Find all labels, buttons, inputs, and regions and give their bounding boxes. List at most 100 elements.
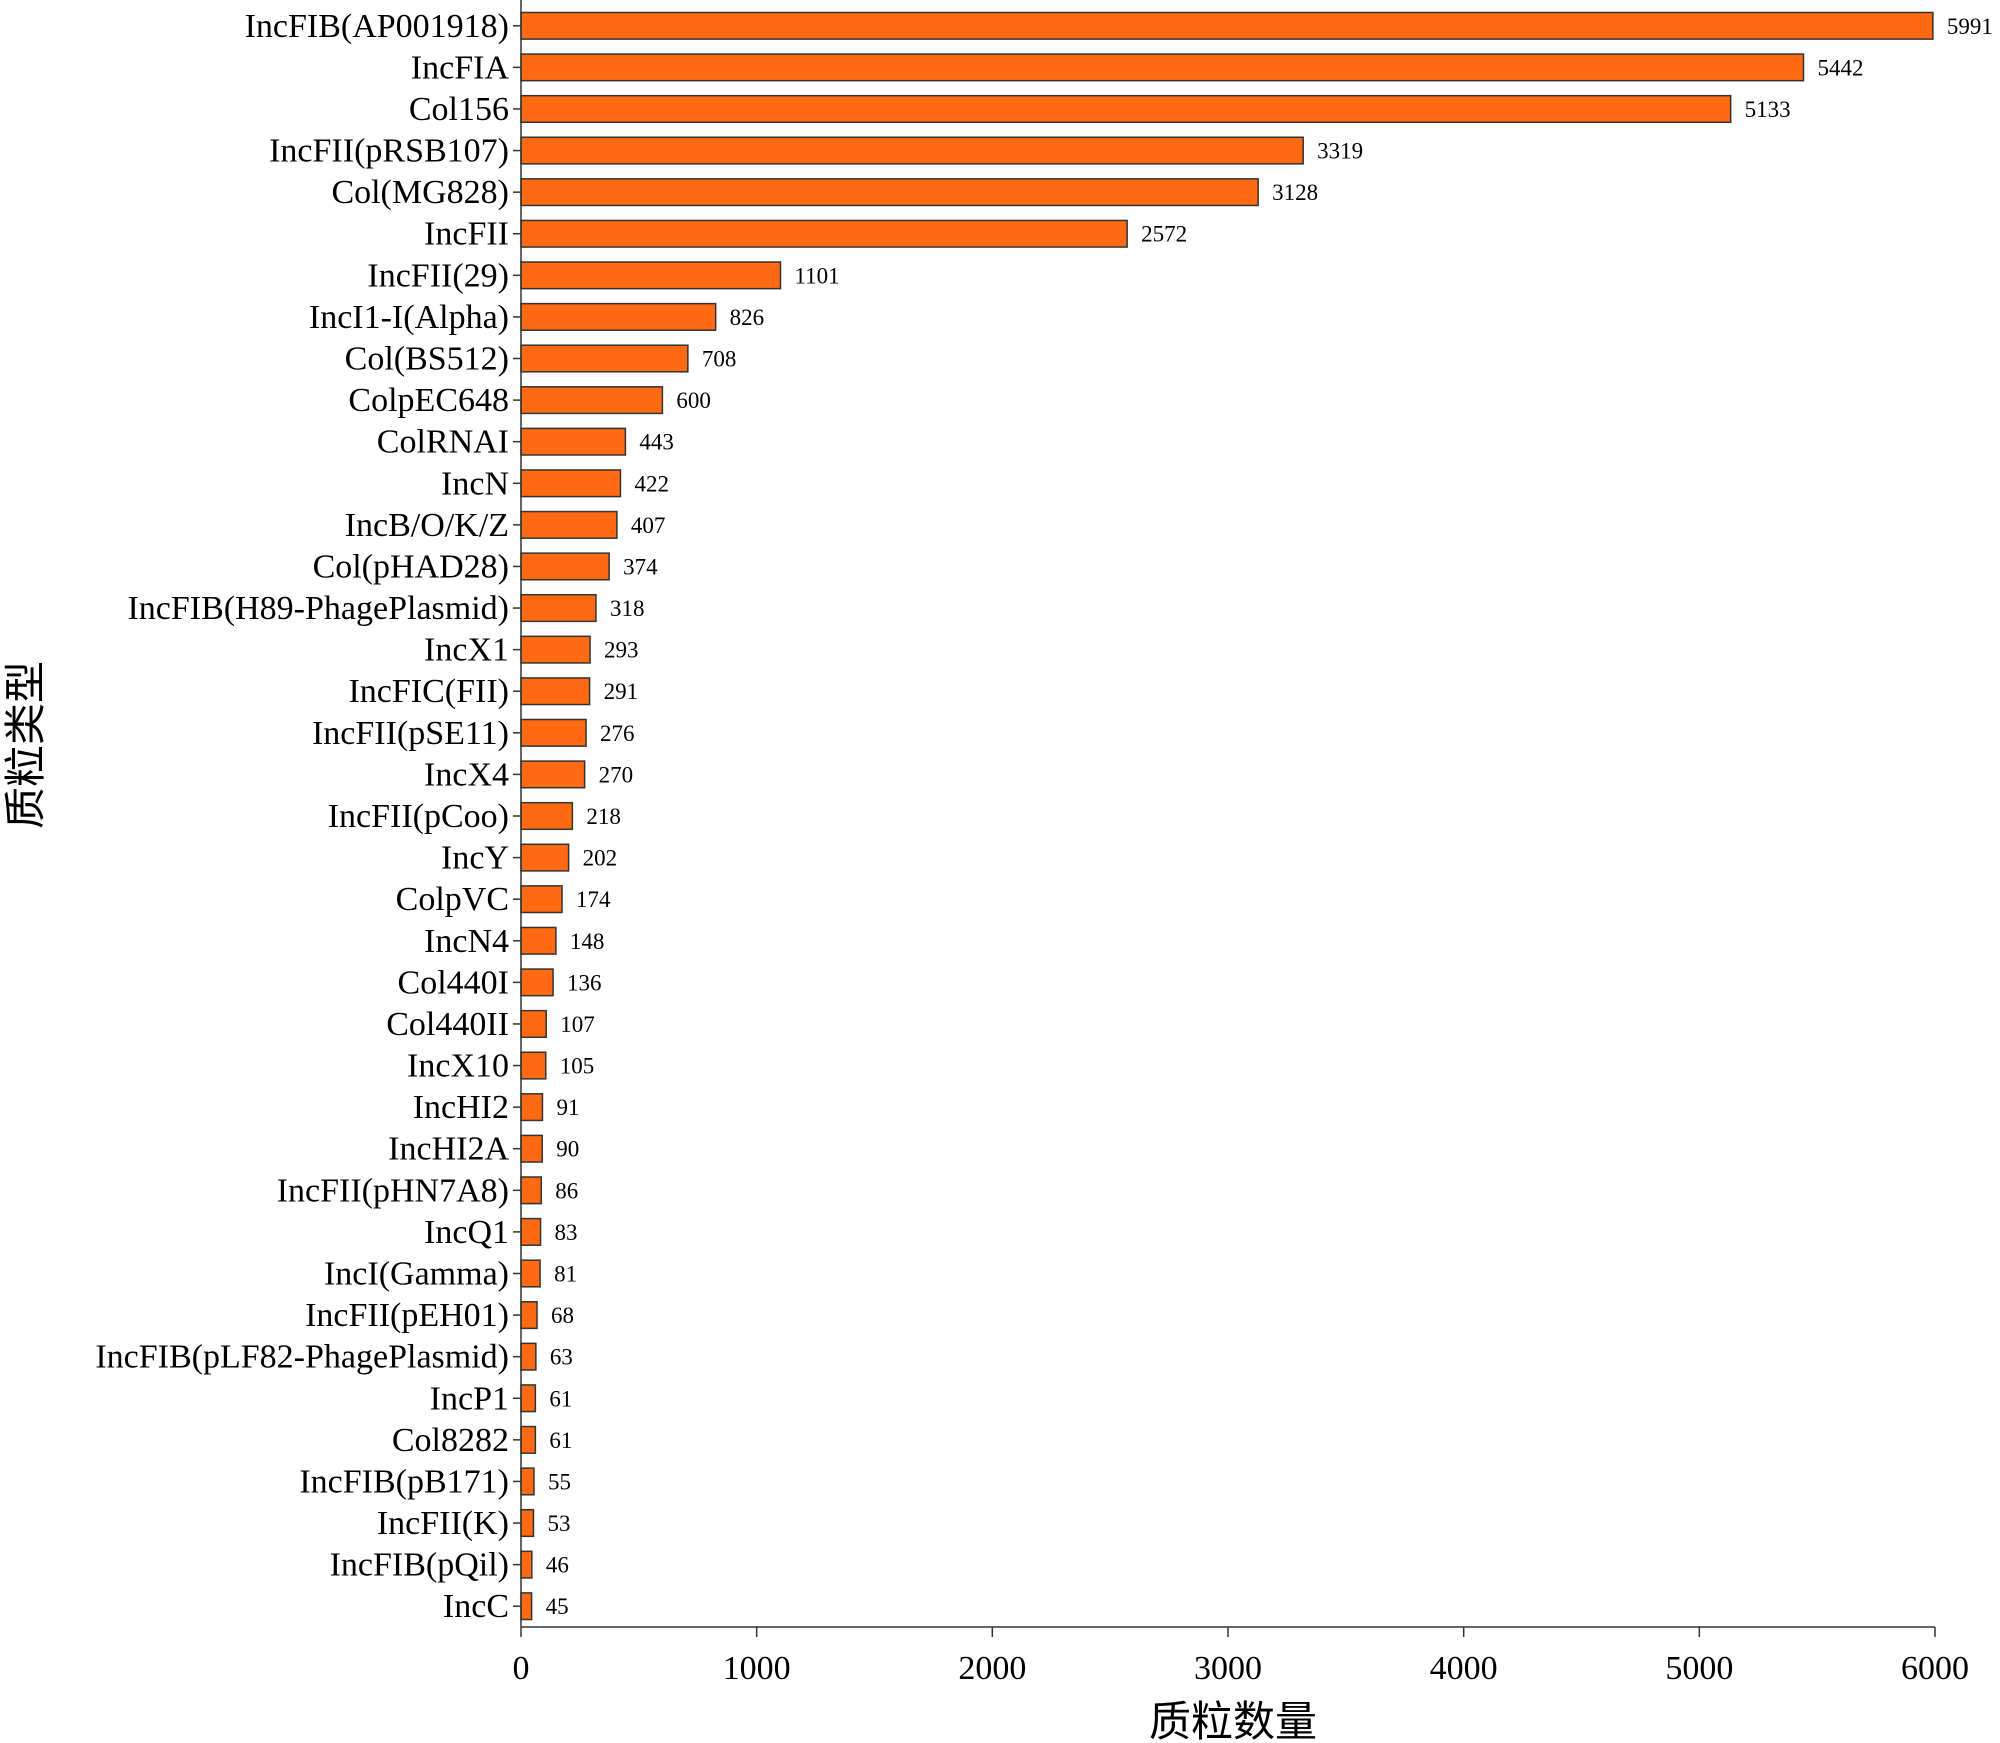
category-label: IncX1 [424,632,509,669]
bar-33 [520,1384,537,1413]
bar-4 [520,178,1259,207]
data-label: 81 [554,1261,577,1286]
bar-26 [520,1093,544,1122]
data-label: 708 [702,347,737,372]
category-label: IncB/O/K/Z [345,507,509,544]
category-label: IncFIB(pQil) [330,1547,509,1584]
data-label: 90 [556,1137,579,1162]
category-label: Col8282 [392,1422,509,1459]
category-label: IncFII(pRSB107) [269,133,509,170]
axes: 0 1000 2000 3000 4000 5000 6000 [513,0,1969,1687]
data-label: 1101 [794,263,839,288]
category-label: IncN4 [424,923,509,960]
data-label: 83 [555,1220,578,1245]
bar-17 [520,718,587,747]
category-label: IncN [441,465,509,502]
category-label: IncHI2A [388,1131,509,1168]
bar-34 [520,1425,537,1454]
bar-1 [520,53,1805,82]
category-label: Col(BS512) [345,341,509,378]
category-label: IncFII(K) [377,1505,509,1542]
category-label: ColpEC648 [348,382,509,419]
data-label: 318 [610,596,645,621]
data-label: 5133 [1745,97,1791,122]
bar-12 [520,510,618,539]
data-label: 3319 [1317,139,1363,164]
data-label: 63 [550,1345,573,1370]
bar-27 [520,1134,543,1163]
category-label: ColRNAI [377,424,509,461]
data-label: 5991 [1947,14,1993,39]
data-label: 61 [549,1428,572,1453]
category-label: IncY [441,840,509,877]
bar-37 [520,1550,533,1579]
category-label: IncFII [424,216,509,253]
category-label: ColpVC [396,881,509,918]
bar-8 [520,344,689,373]
bar-24 [520,1009,547,1039]
category-label: Col440I [398,964,509,1001]
category-label: Col156 [409,91,509,128]
x-tick-label: 6000 [1901,1650,1969,1687]
bar-29 [520,1217,542,1246]
bar-21 [520,885,563,914]
bar-3 [520,136,1304,165]
x-tick-label: 2000 [958,1650,1026,1687]
x-tick-label: 3000 [1194,1650,1262,1687]
category-labels: IncFIB(AP001918) IncFIA Col156 IncFII(pRSB1… [95,8,509,1625]
category-label: IncX4 [424,756,509,793]
data-label: 291 [604,679,639,704]
data-label: 45 [546,1594,569,1619]
data-label: 46 [546,1553,569,1578]
category-label: IncFII(pSE11) [312,715,509,752]
data-label: 91 [556,1095,579,1120]
category-label: IncFIA [411,49,510,86]
data-label: 3128 [1272,180,1318,205]
bar-14 [520,593,597,623]
x-tick-label: 1000 [723,1650,791,1687]
bar-15 [520,635,591,664]
x-axis-title: 质粒数量 [1149,1697,1317,1743]
category-label: Col440II [386,1006,509,1043]
category-label: IncP1 [430,1380,509,1417]
data-label: 107 [560,1012,595,1037]
data-label: 5442 [1817,55,1863,80]
y-axis-title: 质粒类型 [1,661,50,829]
data-label: 218 [586,804,621,829]
category-label: IncFIB(AP001918) [245,8,509,45]
bar-10 [520,427,627,456]
bar-36 [520,1508,535,1538]
data-label: 422 [634,471,669,496]
data-label: 600 [676,388,711,413]
category-label: IncFII(pHN7A8) [277,1172,509,1209]
category-label: IncFII(29) [367,257,509,294]
category-label: IncFIB(pLF82-PhagePlasmid) [95,1339,509,1376]
bar-19 [520,801,574,831]
category-label: IncI1-I(Alpha) [309,299,509,336]
bar-35 [520,1467,535,1496]
bar-11 [520,469,622,498]
data-label: 174 [576,887,611,912]
category-label: IncFIB(pB171) [299,1463,509,1500]
data-label: 293 [604,638,639,663]
category-label: Col(pHAD28) [313,548,509,585]
bar-22 [520,926,557,955]
bar-13 [520,552,610,581]
bar-25 [520,1051,547,1080]
data-label: 407 [631,513,666,538]
data-label: 61 [549,1386,572,1411]
data-label: 2572 [1141,222,1187,247]
value-labels: 5991 5442 5133 3319 3128 2572 1101 826 708 600443… [546,14,1993,1619]
bar-38 [520,1592,533,1621]
data-label: 148 [570,929,605,954]
bar-28 [520,1176,543,1205]
data-label: 276 [600,721,635,746]
category-label: IncFIC(FII) [348,673,509,710]
bars-layer [520,11,1934,1621]
bar-2 [520,94,1732,124]
data-label: 443 [639,430,674,455]
category-label: IncI(Gamma) [324,1255,509,1292]
data-label: 270 [599,762,634,787]
